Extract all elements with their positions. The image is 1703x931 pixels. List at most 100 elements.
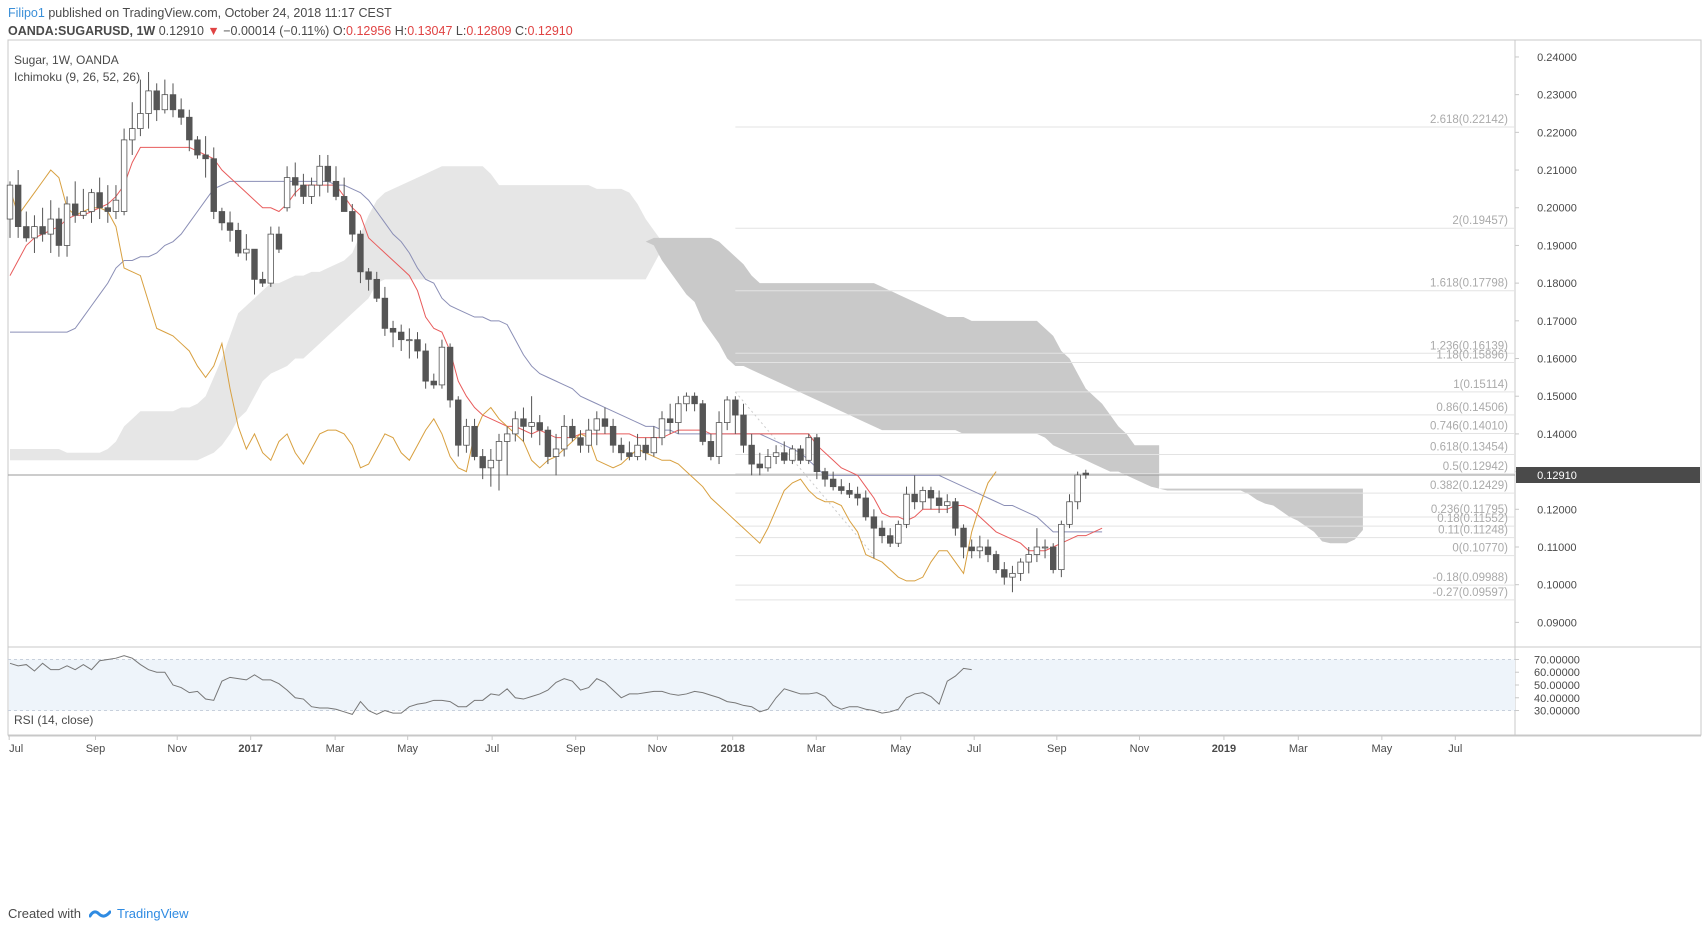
candle-down (968, 546, 975, 552)
candle-down (1050, 546, 1057, 571)
candle-down (862, 497, 869, 518)
price-axis[interactable]: 0.24000 0.23000 0.22000 0.21000 0.20000 0.190… (1515, 52, 1700, 629)
time-tick-label: Sep (566, 743, 586, 755)
candle-up (805, 437, 812, 461)
candle-up (31, 226, 38, 239)
candle-up (120, 139, 128, 212)
candle-down (1001, 569, 1008, 578)
open-label: O: (332, 24, 347, 38)
high-label: H: (394, 24, 408, 38)
time-tick-label: 2018 (720, 743, 744, 755)
price-tick-label: 0.19000 (1537, 240, 1577, 252)
candle-down (455, 399, 462, 446)
candle-up (161, 94, 169, 111)
candle-up (316, 165, 323, 186)
candle-up (634, 444, 641, 457)
rsi-tick-label: 40.00000 (1534, 693, 1580, 705)
time-axis[interactable]: Jul Sep Nov 2017 Mar May Jul Sep Nov 2018 Mar May Ju… (8, 736, 1462, 755)
candle-up (1017, 561, 1024, 574)
candle-down (536, 422, 543, 431)
candle-down (520, 418, 527, 427)
candle-down (992, 554, 1000, 571)
chart-frame (7, 39, 1702, 736)
candle-up (658, 418, 666, 439)
candle-down (927, 490, 935, 499)
symbol-label: OANDA:SUGARUSD, 1W (8, 24, 156, 38)
candle-down (984, 546, 992, 555)
price-tick-label: 0.10000 (1537, 580, 1577, 592)
fib-label: 2.618(0.22142) (1430, 114, 1508, 126)
ichimoku-cloud (10, 166, 1363, 544)
candle-up (1074, 474, 1081, 503)
candle-up (1025, 554, 1032, 563)
candle-up (772, 452, 780, 457)
low-label: L: (455, 24, 467, 38)
price-tick-label: 0.14000 (1537, 429, 1577, 441)
candle-down (169, 94, 177, 111)
rsi-tick-label: 60.00000 (1534, 667, 1580, 679)
candle-down (691, 395, 698, 405)
rsi-line (9, 655, 972, 715)
fib-label: -0.27(0.09597) (1433, 587, 1509, 599)
candle-down (797, 448, 804, 461)
candle-down (471, 425, 478, 457)
fib-label: 1.236(0.16139) (1430, 340, 1508, 352)
main-pane[interactable] (7, 39, 1702, 737)
candle-up (1033, 546, 1041, 555)
candle-down (748, 444, 755, 465)
candle-up (145, 90, 152, 114)
candle-down (609, 425, 617, 446)
candle-down (569, 425, 576, 439)
time-tick-label: Mar (326, 743, 345, 755)
candle-down (430, 380, 437, 386)
candle-down (357, 233, 364, 273)
cloud-future (1151, 445, 1363, 544)
fib-label: 1(0.15114) (1453, 379, 1508, 391)
candle-down (389, 327, 397, 333)
price-tick-label: 0.24000 (1537, 52, 1577, 64)
time-tick-label: Mar (1289, 743, 1308, 755)
candle-up (308, 184, 315, 197)
candle-down (340, 196, 348, 212)
candle-up (1041, 546, 1049, 549)
time-tick-label: 2019 (1212, 743, 1236, 755)
candle-up (976, 546, 984, 552)
candle-up (47, 218, 54, 235)
candle-down (626, 452, 633, 457)
rsi-tick-label: 50.00000 (1534, 680, 1580, 692)
rsi-label: RSI (14, close) (14, 713, 94, 727)
candle-up (512, 418, 519, 435)
time-tick-label: Jul (967, 743, 981, 755)
last-price: 0.12910 (158, 24, 204, 38)
fib-label: 0.86(0.14506) (1436, 402, 1508, 414)
candle-down (14, 184, 22, 227)
brand-name: TradingView (116, 906, 189, 921)
candle-down (96, 192, 103, 209)
fib-label: -0.18(0.09988) (1433, 572, 1509, 584)
candles (6, 72, 1089, 593)
rsi-band (9, 659, 1515, 711)
time-tick-label: Nov (1130, 743, 1150, 755)
candle-down (829, 478, 837, 488)
time-tick-label: Sep (1047, 743, 1067, 755)
rsi-tick-label: 30.00000 (1534, 706, 1580, 718)
tradingview-brand[interactable]: TradingView (88, 906, 189, 921)
rsi-tick-label: 70.00000 (1534, 654, 1580, 666)
price-tick-label: 0.21000 (1537, 165, 1577, 177)
last-price-tag (1516, 466, 1700, 483)
candle-down (666, 418, 674, 424)
candle-down (446, 346, 454, 401)
candle-up (267, 233, 274, 284)
candle-down (72, 203, 79, 216)
candle-up (63, 203, 71, 246)
candle-down (349, 211, 356, 235)
candle-down (935, 497, 943, 506)
author-link[interactable]: Filipo1 (8, 6, 45, 20)
candle-up (585, 429, 592, 446)
candle-down (887, 535, 894, 544)
time-tick-label: Jul (485, 743, 499, 755)
fib-label: 1.18(0.15896) (1436, 349, 1508, 361)
time-tick-label: 2017 (238, 743, 262, 755)
